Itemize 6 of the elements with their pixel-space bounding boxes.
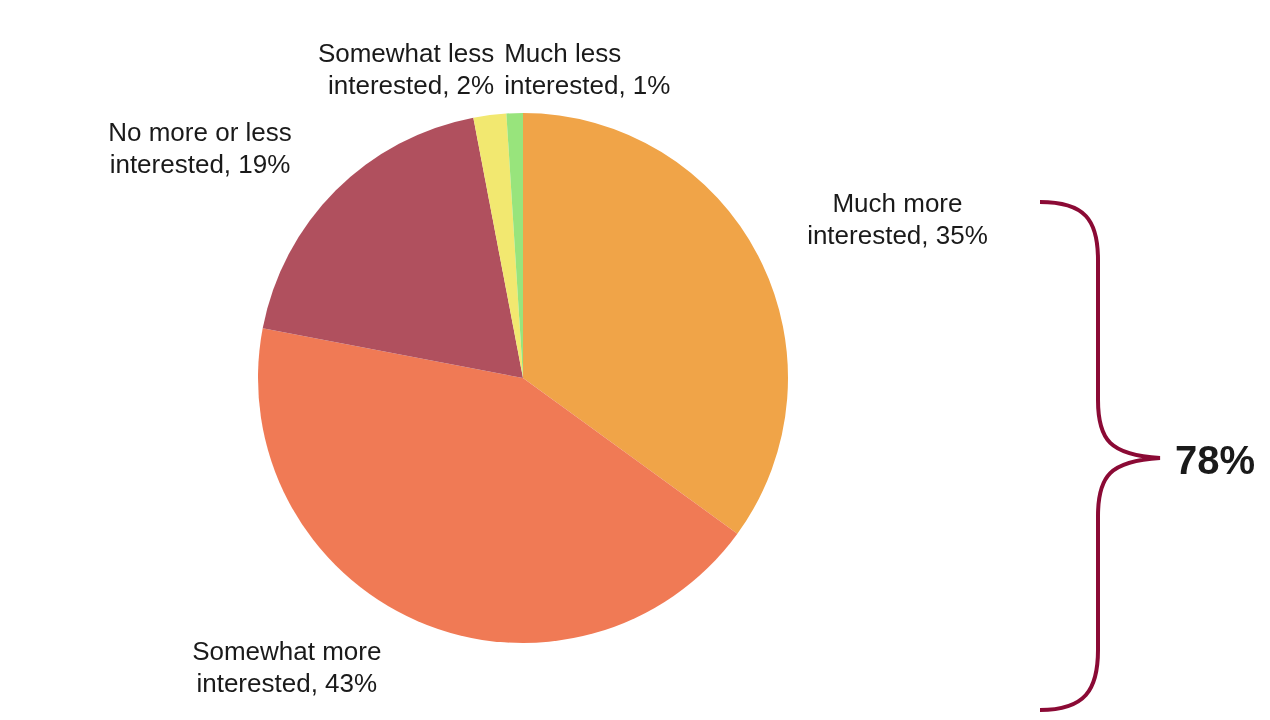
slice-label: Somewhat less interested, 2% xyxy=(316,37,495,101)
text: 78% xyxy=(1175,438,1256,482)
slice-label: Much less interested, 1% xyxy=(504,37,672,101)
slice-label: No more or less interested, 19% xyxy=(107,116,293,180)
slice-label: Much more interested, 35% xyxy=(806,186,989,251)
slice-label: Somewhat more interested, 43% xyxy=(191,634,383,699)
